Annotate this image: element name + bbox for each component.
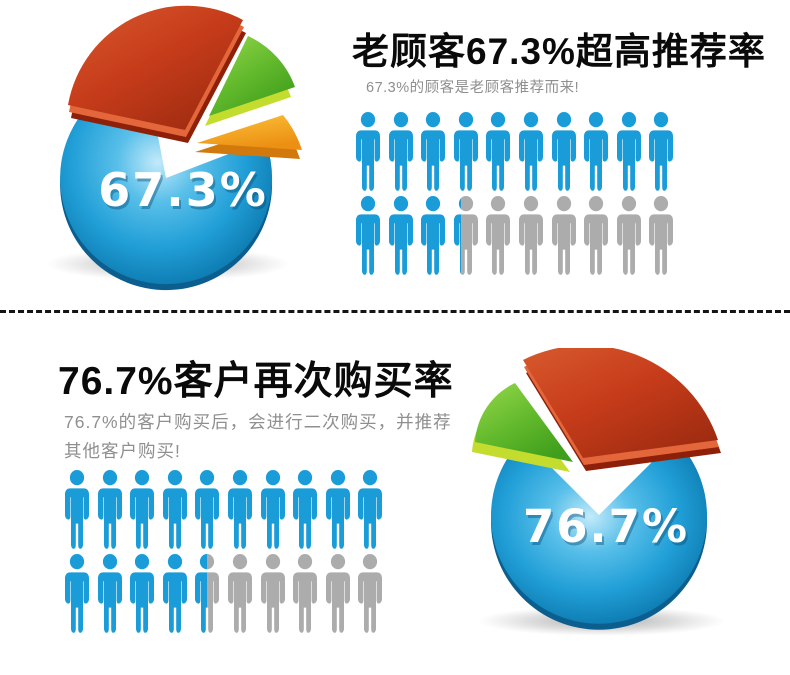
pie-slice-green <box>205 36 295 126</box>
person-icon <box>486 112 511 191</box>
person-icon <box>453 112 478 191</box>
person-icon <box>388 112 413 191</box>
person-icon <box>162 470 187 549</box>
person-icon <box>518 112 543 191</box>
person-icon <box>616 196 641 275</box>
pie-chart-top: 67.3% 67.3% <box>46 5 302 291</box>
pie-chart-bottom: 76.7% 76.7% <box>472 348 726 636</box>
person-icon <box>227 470 252 549</box>
top-title: 老顾客67.3%超高推荐率 <box>352 31 766 72</box>
pictograph-top <box>353 112 676 280</box>
pictograph-row <box>62 470 385 550</box>
pie-slice-blue <box>491 439 707 630</box>
person-icon <box>453 196 478 275</box>
person-icon <box>195 470 220 549</box>
person-icon <box>260 554 285 633</box>
person-icon <box>97 470 122 549</box>
person-icon <box>130 470 155 549</box>
person-icon <box>358 554 383 633</box>
person-icon <box>97 554 122 633</box>
pictograph-row <box>353 112 676 192</box>
person-icon <box>227 554 252 633</box>
pie-top-label: 67.3% <box>98 163 268 217</box>
person-icon <box>421 196 446 275</box>
pie-bottom-label-shadow: 76.7% <box>525 503 691 556</box>
person-icon <box>65 470 89 549</box>
bottom-subtitle: 76.7%的客户购买后，会进行二次购买，并推荐 其他客户购买! <box>64 408 452 466</box>
person-icon <box>325 554 350 633</box>
pictograph-bottom <box>62 470 385 638</box>
dashed-divider <box>0 310 790 313</box>
bottom-subtitle-line2: 其他客户购买! <box>64 441 181 461</box>
top-subtitle: 67.3%的顾客是老顾客推荐而来! <box>366 80 580 96</box>
person-icon <box>293 554 318 633</box>
person-icon <box>616 112 641 191</box>
pie-slice-green <box>472 383 573 472</box>
pie-slice-red <box>523 348 721 471</box>
person-icon <box>584 112 609 191</box>
pie-bottom-label: 76.7% <box>523 500 689 553</box>
pie-slice-red <box>68 5 246 143</box>
person-icon <box>195 554 220 633</box>
pie-slice-orange <box>195 115 302 159</box>
person-icon <box>518 196 543 275</box>
person-icon <box>162 554 187 633</box>
person-icon <box>421 112 446 191</box>
bottom-subtitle-line1: 76.7%的客户购买后，会进行二次购买，并推荐 <box>64 412 452 432</box>
person-icon <box>649 196 674 275</box>
person-icon <box>65 554 89 633</box>
person-icon <box>388 196 413 275</box>
person-icon <box>356 112 380 191</box>
person-icon <box>325 470 350 549</box>
person-icon <box>293 470 318 549</box>
person-icon <box>551 112 576 191</box>
person-icon <box>584 196 609 275</box>
person-icon <box>260 470 285 549</box>
person-icon <box>551 196 576 275</box>
bottom-title: 76.7%客户再次购买率 <box>58 360 454 403</box>
person-icon <box>356 196 380 275</box>
person-icon <box>486 196 511 275</box>
person-icon <box>649 112 674 191</box>
pictograph-row <box>62 554 385 634</box>
pie-top-label-shadow: 67.3% <box>100 166 270 220</box>
pictograph-row <box>353 196 676 276</box>
person-icon <box>130 554 155 633</box>
person-icon <box>358 470 383 549</box>
